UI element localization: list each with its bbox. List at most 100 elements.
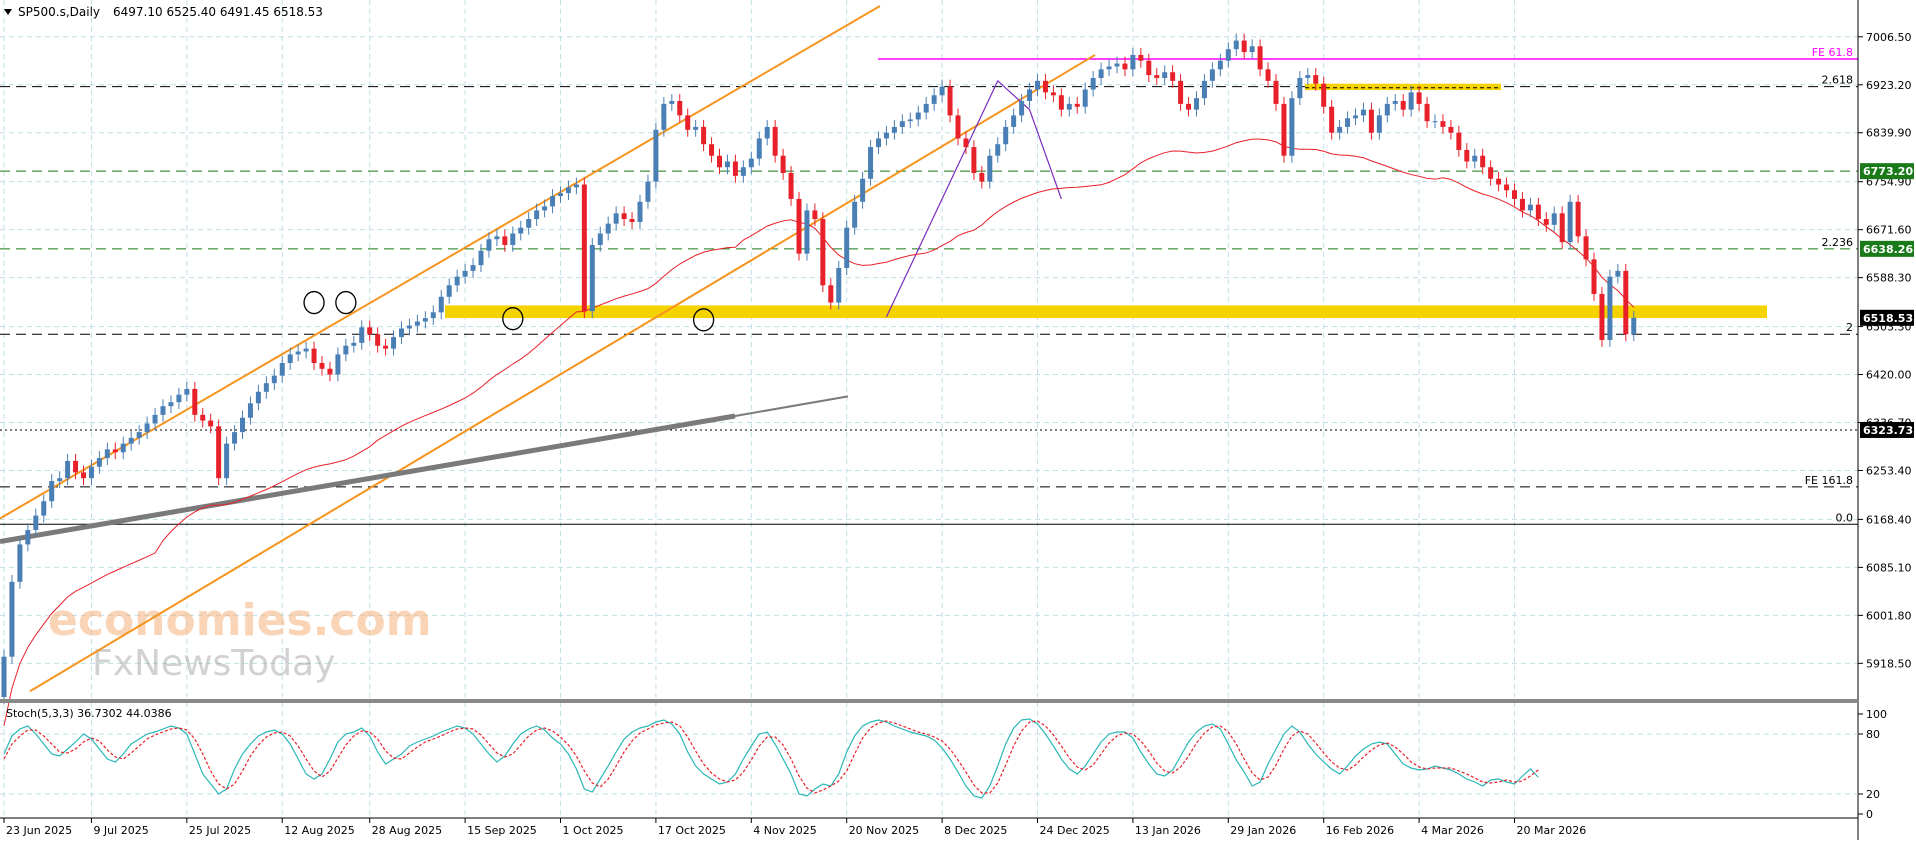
level-6638-label-box [1860,240,1914,257]
candles [1,33,1637,704]
time-tick-label: 24 Dec 2025 [1040,824,1110,837]
candle-body [311,348,317,364]
candle-body [399,328,404,338]
support-zone [445,305,1767,319]
candle-body [589,244,595,312]
collapse-triangle-icon[interactable] [4,9,12,15]
candle-body [152,414,158,424]
candle-body [971,147,977,173]
candle-body [1623,270,1629,335]
candle-body [17,544,23,582]
candle-body [1090,77,1096,90]
level-6773-label: 6773.20 [1863,165,1913,178]
candle-body [534,210,540,220]
candle-body [1416,92,1422,104]
candle-body [422,318,428,322]
candle-body [1400,101,1406,110]
candle-body [335,354,341,375]
candle-body [1154,75,1160,78]
time-tick-label: 16 Feb 2026 [1326,824,1394,837]
time-tick-label: 4 Nov 2025 [753,824,816,837]
candle-body [1209,69,1215,81]
candle-body [271,375,277,384]
candle-body [1186,103,1192,110]
pane-separator[interactable] [0,699,1858,703]
candle-body [192,388,198,415]
candle-body [1631,317,1637,335]
candle-body [963,138,969,148]
candle-body [685,115,691,130]
candle-body [581,184,587,312]
candle-body [645,181,651,202]
candle-body [724,161,730,168]
time-tick-label: 9 Jul 2025 [93,824,148,837]
candle-body [868,147,874,179]
price-tick-label: 6085.10 [1866,561,1912,574]
candle-body [1225,49,1231,61]
level-6638-label: 6638.26 [1863,243,1913,256]
candle-body [502,236,508,245]
time-tick-label: 28 Aug 2025 [372,824,442,837]
candle-body [1273,80,1279,104]
candle-body [709,144,715,156]
candle-body [820,219,826,286]
candle-body [200,414,206,421]
candle-body [1599,293,1605,340]
time-tick-label: 29 Jan 2026 [1230,824,1296,837]
candle-body [1058,95,1064,110]
candle-body [558,193,563,197]
candle-body [232,432,238,444]
price-tick-label: 6001.80 [1866,609,1912,622]
candle-body [1217,60,1223,70]
candle-body [1376,115,1382,133]
candle-body [319,363,325,369]
candle-body [1178,80,1184,104]
candle-body [168,402,174,407]
candle-body [367,327,373,335]
candle-body [1535,204,1541,220]
price-tick-label: 7006.50 [1866,31,1912,44]
candle-body [701,126,707,145]
candle-body [931,95,937,104]
candle-body [947,86,953,116]
ma-line [3,138,1635,726]
price-now-box [1860,309,1914,326]
candle-body [1019,101,1025,116]
price-tick-label: 5918.50 [1866,657,1912,670]
candle-body [828,285,834,303]
candle-body [772,126,778,156]
candle-body [1512,190,1517,199]
circle-marker [303,290,325,315]
candle-body [891,126,897,133]
candle-body [1241,40,1247,53]
watermark-fxnewstoday: FxNewsToday [92,643,335,684]
candle-body [1488,167,1494,179]
candle-body [1607,276,1613,340]
candle-body [693,126,699,130]
candle-body [240,417,245,433]
time-tick-label: 20 Mar 2026 [1517,824,1587,837]
fib-2618-label: 2.618 [1822,74,1854,87]
candle-body [995,144,1001,156]
candle-body [1114,63,1120,67]
time-axis: 23 Jun 2025 9 Jul 2025 25 Jul 2025 12 Aug 2… [3,818,1587,837]
candle-body [1130,54,1136,70]
candle-body [1504,184,1510,191]
candle-body [73,460,79,473]
candle-body [1360,109,1366,116]
candle-body [96,458,102,467]
level-6773-label-box [1860,163,1914,180]
candle-body [57,478,63,482]
fib-0-label: 0.0 [1836,511,1854,524]
candle-body [613,213,619,224]
candle-body [526,219,532,228]
candle-body [1297,77,1303,99]
candle-body [852,201,858,228]
candle-body [255,391,261,404]
candle-body [33,515,39,531]
candle-body [876,138,881,148]
candle-body [804,210,810,254]
time-tick-label: 8 Dec 2025 [944,824,1007,837]
candle-body [279,363,285,376]
candle-body [438,296,444,313]
